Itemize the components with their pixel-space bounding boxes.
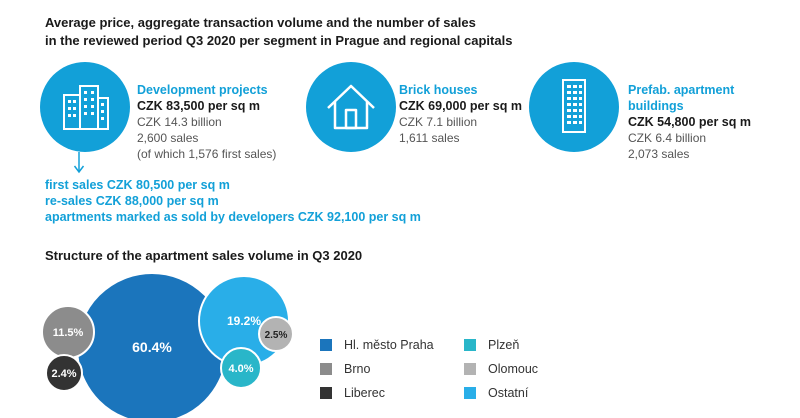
legend-item-plzen: Plzeň: [464, 338, 519, 352]
bubble-label-plzen: 4.0%: [228, 363, 253, 375]
legend-item-olomouc: Olomouc: [464, 362, 538, 376]
legend-label: Brno: [344, 362, 371, 376]
segment-sales: 1,611 sales: [399, 131, 460, 145]
bubble-olomouc: [258, 316, 294, 352]
segment-sales: 2,073 sales: [628, 147, 690, 161]
segment-title-line-2: buildings: [628, 99, 684, 113]
bubble-label-ostatni: 19.2%: [227, 314, 261, 328]
segment-sales: 2,600 sales: [137, 131, 199, 145]
prefab-buildings-badge: [529, 62, 619, 152]
bubble-label-hl-mesto-praha: 60.4%: [132, 339, 172, 355]
bubble-liberec: [45, 354, 83, 392]
title-line-2: in the reviewed period Q3 2020 per segme…: [45, 33, 513, 48]
arrow-down-icon: [73, 152, 85, 174]
legend-swatch: [320, 339, 332, 351]
legend-label: Plzeň: [488, 338, 520, 352]
chart-title: Structure of the apartment sales volume …: [45, 248, 363, 263]
development-projects-badge: [40, 62, 130, 152]
legend-label: Olomouc: [488, 362, 539, 376]
legend-swatch: [464, 339, 476, 351]
development-price-details: first sales CZK 80,500 per sq m re-sales…: [45, 177, 421, 225]
bubble-plzen: [220, 347, 262, 389]
title-line-1: Average price, aggregate transaction vol…: [45, 15, 476, 30]
development-projects-info: Development projects CZK 83,500 per sq m…: [137, 82, 276, 162]
legend-label: Ostatní: [488, 386, 529, 400]
bubble-label-brno: 11.5%: [53, 327, 84, 339]
office-building-icon: [63, 85, 109, 130]
segment-title: Brick houses: [399, 83, 478, 97]
page-title: Average price, aggregate transaction vol…: [45, 14, 512, 50]
segment-volume: CZK 6.4 billion: [628, 131, 707, 145]
legend-swatch: [320, 363, 332, 375]
bubble-label-liberec: 2.4%: [51, 368, 76, 380]
segment-volume: CZK 14.3 billion: [137, 115, 222, 129]
first-sales-price: first sales CZK 80,500 per sq m: [45, 178, 230, 192]
segment-price: CZK 69,000 per sq m: [399, 99, 522, 113]
legend-item-ostatni: Ostatní: [464, 386, 528, 400]
brick-houses-badge: [306, 62, 396, 152]
segment-price: CZK 83,500 per sq m: [137, 99, 260, 113]
house-icon: [327, 84, 375, 130]
brick-houses-info: Brick houses CZK 69,000 per sq m CZK 7.1…: [399, 82, 522, 146]
segment-note: (of which 1,576 first sales): [137, 147, 277, 161]
segment-volume: CZK 7.1 billion: [399, 115, 478, 129]
legend-label: Hl. město Praha: [344, 338, 434, 352]
segment-price: CZK 54,800 per sq m: [628, 115, 751, 129]
legend-swatch: [464, 363, 476, 375]
segment-title: Development projects: [137, 83, 268, 97]
legend-swatch: [320, 387, 332, 399]
re-sales-price: re-sales CZK 88,000 per sq m: [45, 194, 219, 208]
bubble-chart: 60.4% 11.5% 2.4% 19.2% 4.0% 2.5%: [41, 272, 294, 418]
legend-item-liberec: Liberec: [320, 386, 385, 400]
legend-label: Liberec: [344, 386, 385, 400]
legend-swatch: [464, 387, 476, 399]
apartment-tower-icon: [562, 79, 586, 133]
segment-title-line-1: Prefab. apartment: [628, 83, 735, 97]
legend-item-hl-mesto-praha: Hl. město Praha: [320, 338, 434, 352]
sold-by-developers-price: apartments marked as sold by developers …: [45, 210, 421, 224]
bubble-label-olomouc: 2.5%: [265, 330, 288, 341]
prefab-buildings-info: Prefab. apartment buildings CZK 54,800 p…: [628, 82, 751, 162]
legend-item-brno: Brno: [320, 362, 370, 376]
